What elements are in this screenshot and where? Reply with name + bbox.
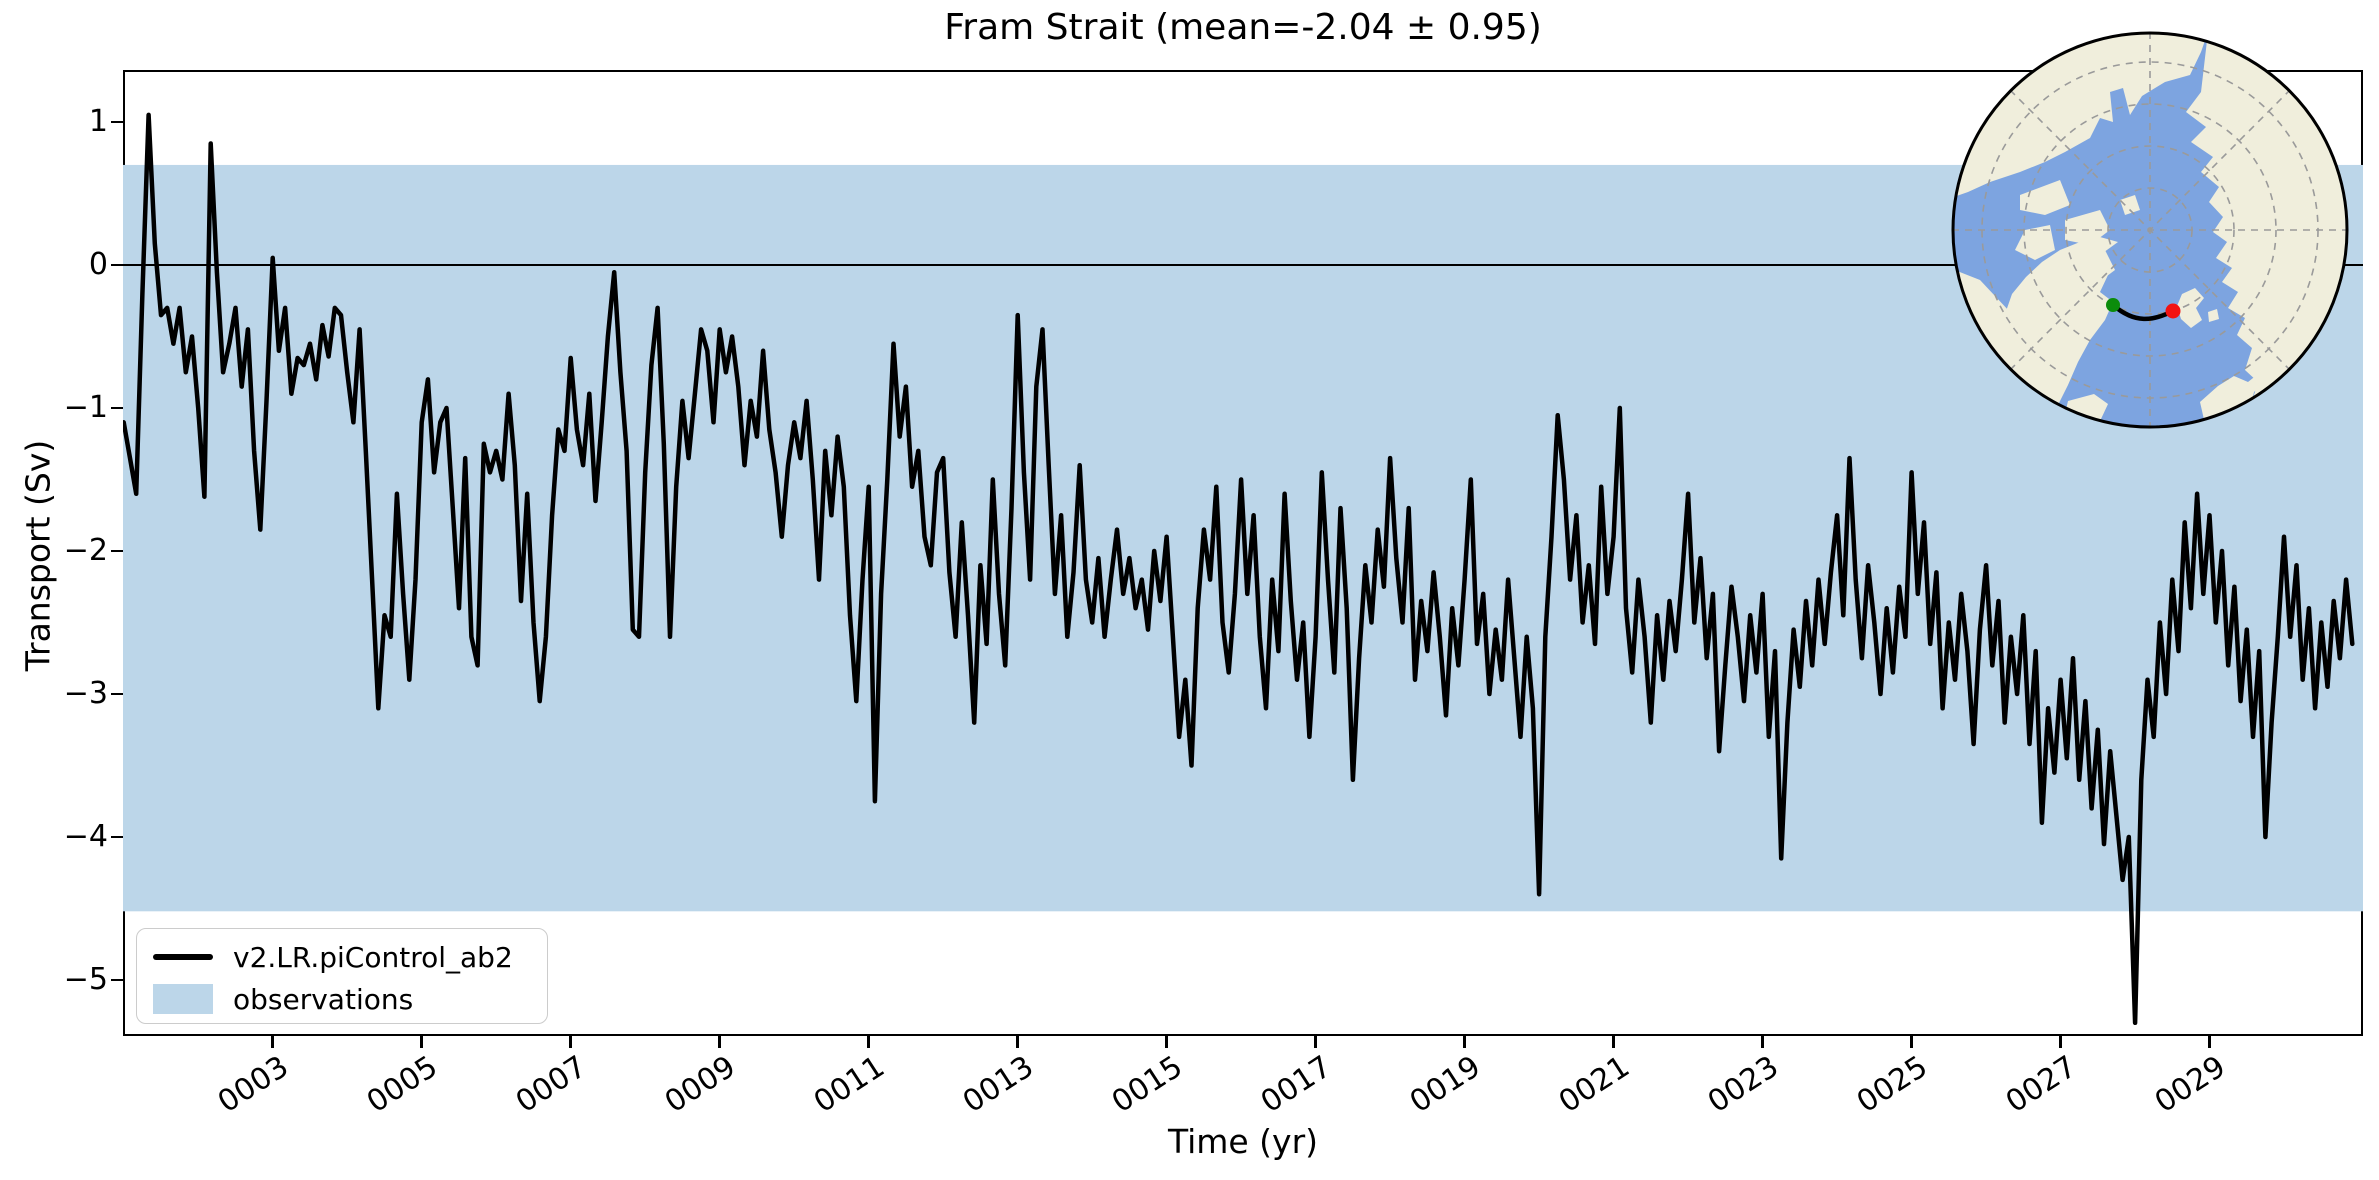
x-tick-label: 0021 <box>1553 1049 1637 1121</box>
x-tick-label: 0011 <box>808 1049 892 1121</box>
y-tick-mark <box>111 406 123 410</box>
y-tick-label: −1 <box>63 390 108 425</box>
legend-item-series: v2.LR.piControl_ab2 <box>153 937 513 977</box>
x-tick-label: 0025 <box>1850 1049 1935 1121</box>
transect-end-marker <box>2165 303 2181 319</box>
legend-item-observations: observations <box>153 979 413 1019</box>
land-arctic-island <box>2015 225 2055 260</box>
land-arctic-island <box>2120 195 2140 215</box>
y-tick-label: −2 <box>63 532 108 568</box>
y-tick-label: −5 <box>63 961 108 997</box>
land-franz-josef <box>2221 141 2233 153</box>
x-tick-mark <box>1612 1036 1615 1048</box>
x-tick-label: 0023 <box>1702 1049 1786 1121</box>
land-svalbard <box>2208 309 2219 322</box>
map-boundary-circle <box>1951 31 2349 429</box>
y-tick-label: 1 <box>88 104 108 140</box>
y-tick-label: −3 <box>63 675 108 711</box>
x-tick-mark <box>2059 1036 2062 1048</box>
x-tick-label: 0007 <box>510 1049 594 1121</box>
x-tick-mark <box>1016 1036 1019 1048</box>
polar-inset-map <box>1951 31 2349 429</box>
y-tick-mark <box>111 835 123 839</box>
map-graticule <box>1953 33 2347 427</box>
y-tick-mark <box>111 549 123 553</box>
series-line <box>122 112 2355 1025</box>
legend: v2.LR.piControl_ab2 observations <box>136 928 548 1024</box>
chart-title: Fram Strait (mean=-2.04 ± 0.95) <box>944 7 1542 48</box>
x-tick-label: 0019 <box>1404 1049 1488 1121</box>
legend-label: v2.LR.piControl_ab2 <box>233 940 513 974</box>
land-novaya-zemlya <box>2246 151 2276 194</box>
x-axis-label: Time (yr) <box>1167 1122 1319 1161</box>
x-tick-mark <box>1165 1036 1168 1048</box>
x-tick-mark <box>271 1036 274 1048</box>
land-alaska-chukotka <box>1953 33 2208 200</box>
x-tick-mark <box>1761 1036 1764 1048</box>
y-tick-mark <box>111 692 123 696</box>
land-arctic-island <box>2020 180 2070 215</box>
y-tick-label: 0 <box>88 247 108 283</box>
x-tick-label: 0027 <box>1999 1049 2084 1121</box>
legend-label: observations <box>233 982 414 1016</box>
x-tick-mark <box>1910 1036 1913 1048</box>
x-tick-label: 0017 <box>1255 1049 1339 1121</box>
land-russia <box>2186 33 2347 408</box>
x-tick-label: 0013 <box>957 1049 1041 1121</box>
transect-start-marker <box>2106 298 2120 312</box>
y-tick-mark <box>111 978 123 982</box>
x-tick-label: 0009 <box>659 1049 743 1121</box>
x-tick-label: 0005 <box>361 1049 445 1121</box>
y-tick-label: −4 <box>63 818 108 854</box>
land-scandinavia <box>2200 374 2266 424</box>
land-arctic-island <box>2065 210 2110 245</box>
land-svalbard <box>2177 288 2204 328</box>
y-tick-mark <box>111 263 123 267</box>
x-tick-label: 0015 <box>1106 1049 1190 1121</box>
x-tick-label: 0029 <box>2148 1049 2233 1121</box>
x-tick-mark <box>569 1036 572 1048</box>
x-tick-mark <box>2208 1036 2211 1048</box>
observations-patch-swatch <box>153 984 213 1014</box>
x-tick-mark <box>420 1036 423 1048</box>
x-tick-mark <box>1463 1036 1466 1048</box>
x-tick-mark <box>867 1036 870 1048</box>
series-line-swatch <box>153 954 213 960</box>
x-tick-label: 0003 <box>212 1049 296 1121</box>
land-franz-josef <box>2240 152 2248 160</box>
land-greenland <box>2004 237 2118 427</box>
x-tick-mark <box>1314 1036 1317 1048</box>
map-landmasses <box>1953 33 2347 427</box>
x-tick-mark <box>718 1036 721 1048</box>
y-tick-mark <box>111 120 123 124</box>
